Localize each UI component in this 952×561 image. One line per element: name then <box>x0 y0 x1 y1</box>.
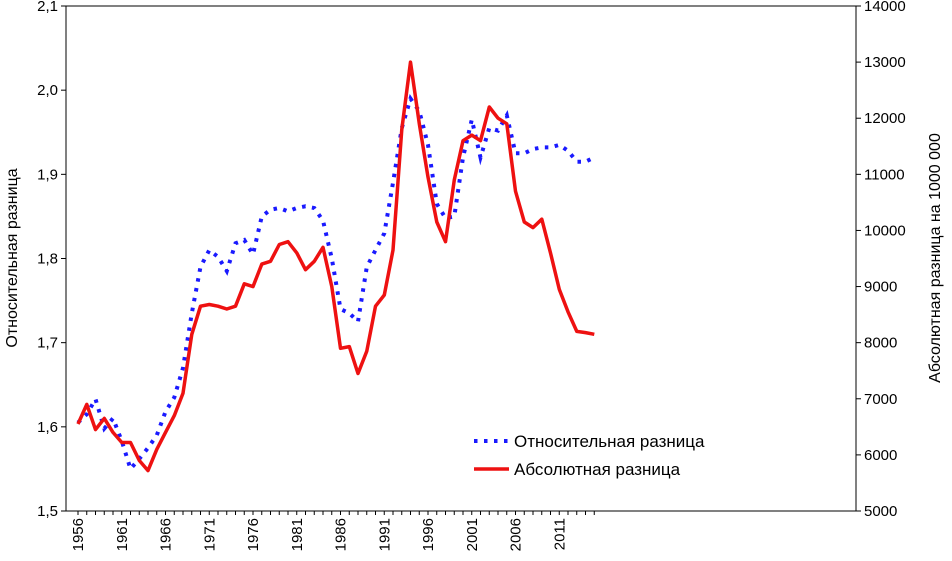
x-tick-label: 1981 <box>289 518 306 551</box>
right-tick-label: 8000 <box>864 335 897 352</box>
right-tick-label: 6000 <box>864 447 897 464</box>
right-tick-label: 5000 <box>864 503 897 520</box>
legend-label-absolute: Абсолютная разница <box>514 460 681 479</box>
x-tick-label: 1966 <box>158 518 175 551</box>
right-axis-title: Абсолютная разница на 1000 000 <box>927 133 944 383</box>
right-tick-label: 13000 <box>864 54 906 71</box>
left-y-axis: 1,5 1,6 1,7 1,8 1,9 2,0 2,1 <box>37 0 66 520</box>
right-tick-label: 11000 <box>864 166 905 183</box>
x-tick-label: 1991 <box>376 518 393 551</box>
plot-frame <box>65 5 857 512</box>
right-tick-label: 14000 <box>864 0 906 15</box>
right-tick-label: 12000 <box>864 110 906 127</box>
plot-area-border <box>65 5 857 512</box>
series-relative <box>76 94 596 473</box>
right-tick-label: 9000 <box>864 279 897 296</box>
x-tick-label: 2001 <box>464 518 481 551</box>
x-tick-label: 1961 <box>114 518 131 551</box>
left-tick-label: 1,5 <box>37 503 58 520</box>
left-tick-label: 1,6 <box>37 419 58 436</box>
x-tick-label: 2011 <box>551 518 568 550</box>
relative-difference-line <box>76 94 596 473</box>
x-axis: 1956 1961 1966 1971 1976 1981 1986 1991 1996 2001… <box>70 511 595 551</box>
left-tick-label: 1,9 <box>37 166 58 183</box>
x-tick-label: 1986 <box>333 518 350 551</box>
x-tick-label: 1996 <box>420 518 437 551</box>
x-tick-label: 2006 <box>508 518 525 551</box>
x-tick-label: 1956 <box>70 518 87 551</box>
legend: Относительная разница Абсолютная разница <box>474 432 705 479</box>
right-tick-label: 10000 <box>864 222 906 239</box>
absolute-difference-line <box>76 60 595 473</box>
x-tick-label: 1971 <box>201 518 218 551</box>
left-tick-label: 2,1 <box>37 0 58 15</box>
series-absolute <box>76 60 595 473</box>
left-tick-label: 1,7 <box>37 335 58 352</box>
right-y-axis: 5000 6000 7000 8000 9000 10000 11000 12000 13000… <box>856 0 906 520</box>
left-tick-label: 2,0 <box>37 82 58 99</box>
left-tick-label: 1,8 <box>37 251 58 268</box>
left-axis-title: Относительная разница <box>4 168 21 347</box>
right-tick-label: 7000 <box>864 391 897 408</box>
x-tick-label: 1976 <box>245 518 262 551</box>
legend-label-relative: Относительная разница <box>514 432 705 451</box>
